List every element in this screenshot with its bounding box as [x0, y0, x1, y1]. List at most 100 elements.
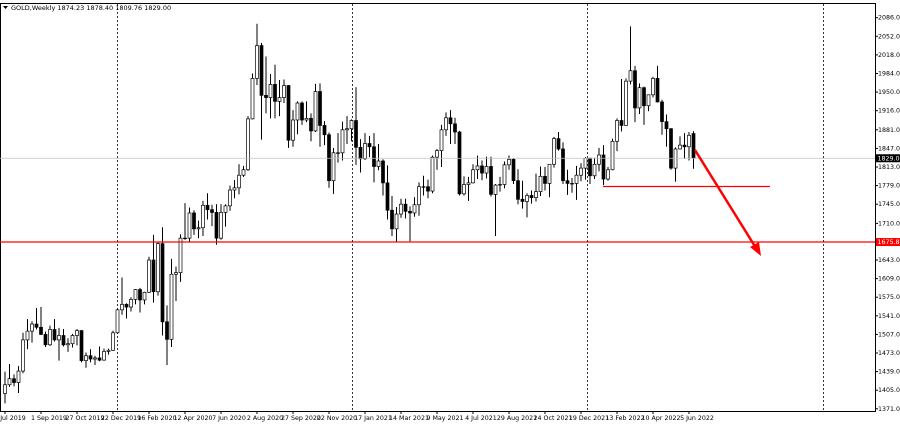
candle-body — [210, 209, 214, 213]
candle-body — [421, 186, 426, 188]
candle-body — [610, 140, 615, 171]
candle-body — [30, 323, 34, 332]
candle-body — [561, 148, 565, 182]
candle-body — [628, 70, 633, 82]
candle-body — [619, 120, 624, 126]
x-tick-label: 5 Jun 2022 — [680, 415, 714, 422]
candle-body — [246, 118, 250, 171]
candle-body — [7, 378, 12, 386]
candle-body — [633, 70, 637, 109]
candle-body — [579, 167, 583, 176]
price-tag — [876, 238, 900, 247]
candle-body — [174, 272, 178, 275]
candle-body — [205, 204, 210, 211]
candle-body — [327, 134, 331, 182]
plot — [0, 23, 875, 404]
y-tick-label: 1439.00 — [878, 369, 900, 376]
y-tick-label: 1405.00 — [878, 387, 900, 394]
y-tick-label: 1984.00 — [878, 70, 900, 77]
candle-body — [592, 163, 597, 177]
candle-body — [61, 335, 66, 346]
y-tick-label: 1541.00 — [878, 313, 900, 320]
y-tick-label: 1847.00 — [878, 145, 900, 152]
candle-body — [493, 184, 498, 195]
candle-body — [25, 330, 30, 341]
candle-body — [34, 323, 39, 328]
y-tick-label: 1881.00 — [878, 127, 900, 134]
y-tick-label: 1575.00 — [878, 294, 900, 301]
candle-body — [273, 84, 277, 102]
candle-body — [313, 91, 318, 132]
candle-body — [552, 138, 556, 165]
candle-body — [529, 195, 534, 199]
y-tick-label: 1710.00 — [878, 220, 900, 227]
candle-body — [223, 205, 228, 213]
candle-body — [543, 175, 547, 184]
candle-body — [48, 329, 52, 346]
x-tick-label: 19 Dec 2021 — [569, 415, 609, 422]
candle-body — [124, 303, 129, 308]
candle-body — [115, 309, 120, 334]
candle-body — [3, 384, 7, 394]
x-tick-label: 22 Dec 2019 — [101, 415, 141, 422]
candle-body — [367, 143, 372, 148]
candle-body — [394, 213, 399, 230]
candle-body — [300, 102, 304, 121]
candle-body — [201, 204, 205, 229]
candle-body — [502, 164, 507, 185]
candle-body — [97, 357, 102, 361]
y-tick-label: 2086.00 — [878, 15, 900, 22]
candle-body — [399, 203, 403, 215]
candle-body — [390, 209, 394, 230]
candle-body — [678, 144, 682, 150]
price-tag-label: 1829.00 — [878, 155, 900, 162]
candle-body — [196, 227, 201, 230]
x-tick-label: 16 Feb 2020 — [137, 415, 176, 422]
candle-body — [138, 289, 142, 301]
candle-body — [241, 169, 246, 176]
candle-body — [601, 154, 606, 180]
x-tick-label: 29 Aug 2021 — [497, 415, 537, 422]
candle-body — [408, 210, 412, 214]
candle-body — [439, 129, 444, 151]
y-tick-label: 2018.00 — [878, 52, 900, 59]
candle-body — [687, 134, 691, 148]
x-tick-label: 27 Oct 2019 — [66, 415, 105, 422]
candle-body — [435, 150, 439, 158]
arrow-head — [750, 242, 761, 256]
candle-body — [354, 120, 358, 148]
candle-body — [286, 85, 291, 141]
price-axis: 2086.00 2052.00 2018.00 1984.00 1950.00 1916.… — [0, 15, 900, 422]
candle-body — [430, 156, 435, 192]
candle-body — [345, 128, 349, 131]
y-tick-label: 1950.00 — [878, 89, 900, 96]
candle-body — [475, 165, 480, 171]
plot-frame — [0, 3, 876, 412]
candle-body — [651, 78, 655, 96]
candle-body — [187, 212, 192, 239]
candle-body — [448, 117, 453, 125]
x-tick-label: 1 Sep 2019 — [31, 415, 67, 422]
y-tick-label: 1779.00 — [878, 183, 900, 190]
candle-body — [525, 195, 529, 202]
x-tick-label: 13 Feb 2022 — [605, 415, 644, 422]
candle-body — [453, 123, 457, 133]
candle-body — [237, 174, 241, 189]
candle-body — [669, 128, 673, 169]
candle-body — [39, 326, 43, 335]
x-tick-label: 9 May 2021 — [426, 415, 463, 422]
candle-body — [264, 95, 268, 98]
candle-body — [412, 204, 417, 214]
candle-body — [340, 129, 345, 154]
candle-body — [498, 184, 502, 186]
menu-triangle[interactable] — [3, 6, 8, 9]
candle-body — [147, 259, 151, 293]
candle-body — [691, 133, 696, 159]
candle-body — [79, 330, 84, 362]
y-tick-label: 1643.00 — [878, 257, 900, 264]
candle-body — [133, 289, 138, 300]
candle-body — [358, 146, 363, 160]
x-tick-label: 12 Apr 2020 — [174, 415, 213, 422]
candle-body — [556, 138, 561, 150]
